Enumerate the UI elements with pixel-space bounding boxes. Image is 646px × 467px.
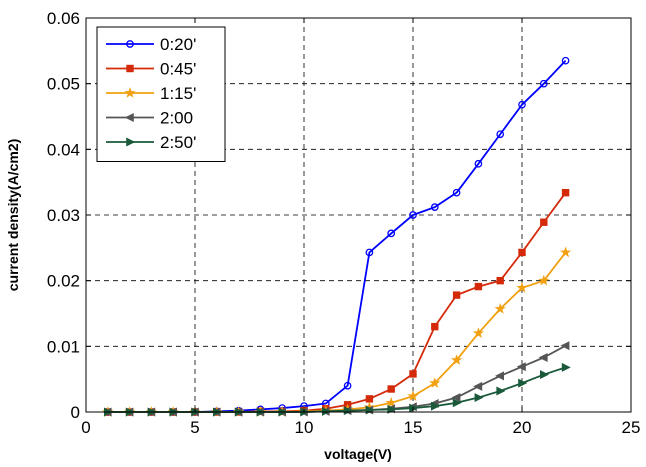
data-point xyxy=(539,79,548,88)
data-point xyxy=(518,100,526,109)
data-point xyxy=(516,281,528,293)
legend-entry: 2:00 xyxy=(106,109,193,128)
legend-label: 1:15' xyxy=(160,84,196,103)
data-point xyxy=(452,398,462,408)
data-point xyxy=(518,378,528,388)
data-point xyxy=(126,137,136,147)
ticks: 0 5 10 15 20 25 0 0.01 0.02 0.03 0.04 0.05 0.06 xyxy=(47,9,641,437)
data-point xyxy=(409,370,417,378)
x-tick-label: 5 xyxy=(190,418,199,437)
data-point xyxy=(561,362,571,372)
legend-label: 0:45' xyxy=(160,60,196,79)
legend-entry: 0:45' xyxy=(106,60,196,79)
data-point xyxy=(321,406,331,416)
data-point xyxy=(452,188,461,197)
data-point xyxy=(343,406,353,416)
data-point xyxy=(430,203,439,211)
legend-box xyxy=(96,26,226,162)
data-point xyxy=(126,40,134,48)
data-point xyxy=(407,390,419,402)
x-tick-label: 15 xyxy=(404,418,423,437)
y-tick-label: 0.05 xyxy=(47,75,80,94)
data-point xyxy=(124,113,134,122)
y-tick-label: 0.02 xyxy=(47,272,80,291)
y-tick-label: 0 xyxy=(71,403,80,422)
data-point xyxy=(561,56,570,65)
data-point xyxy=(494,302,506,314)
legend-label: 2:50' xyxy=(160,133,196,152)
data-point xyxy=(126,64,134,73)
legend-entry: 2:50' xyxy=(106,133,196,152)
x-axis-label: voltage(V) xyxy=(324,446,392,462)
data-point xyxy=(429,377,441,388)
data-point xyxy=(540,218,548,226)
data-point xyxy=(409,211,417,219)
data-point xyxy=(473,381,483,391)
legend: 0:20' 0:45' 1:15' 2:00 2:50' xyxy=(96,26,226,162)
data-point xyxy=(387,229,396,238)
y-tick-label: 0.01 xyxy=(47,337,80,356)
data-point xyxy=(343,381,352,390)
x-tick-label: 25 xyxy=(622,418,641,437)
data-point xyxy=(560,341,570,351)
data-point xyxy=(539,370,549,380)
x-tick-label: 10 xyxy=(295,418,314,437)
data-point xyxy=(387,385,395,393)
x-tick-label: 0 xyxy=(81,418,90,437)
data-point xyxy=(450,354,463,365)
data-point xyxy=(452,291,461,299)
data-point xyxy=(474,282,483,291)
data-point xyxy=(385,396,397,408)
data-point xyxy=(559,246,572,258)
data-point xyxy=(538,353,548,362)
legend-label: 0:20' xyxy=(160,35,196,54)
data-point xyxy=(496,130,505,139)
data-point xyxy=(124,87,136,98)
data-point xyxy=(496,276,504,285)
legend-entry: 1:15' xyxy=(106,84,196,103)
y-axis-label: current density(A/cm2) xyxy=(5,139,21,291)
legend-label: 2:00 xyxy=(160,109,193,128)
data-point xyxy=(431,322,439,331)
data-point xyxy=(451,393,461,403)
data-point xyxy=(538,274,550,286)
y-tick-label: 0.06 xyxy=(47,9,80,28)
legend-entry: 0:20' xyxy=(106,35,196,54)
data-point xyxy=(387,404,397,414)
data-point xyxy=(474,159,483,168)
data-point xyxy=(430,401,440,411)
data-point xyxy=(474,393,484,403)
data-point xyxy=(516,362,526,372)
y-tick-label: 0.04 xyxy=(47,140,80,159)
data-point xyxy=(365,248,374,257)
x-tick-label: 20 xyxy=(513,418,532,437)
data-point xyxy=(561,188,570,197)
data-point xyxy=(496,386,506,396)
data-point xyxy=(365,395,374,403)
data-point xyxy=(495,371,505,381)
y-tick-label: 0.03 xyxy=(47,206,80,225)
data-point xyxy=(518,248,526,257)
data-point xyxy=(472,327,485,338)
